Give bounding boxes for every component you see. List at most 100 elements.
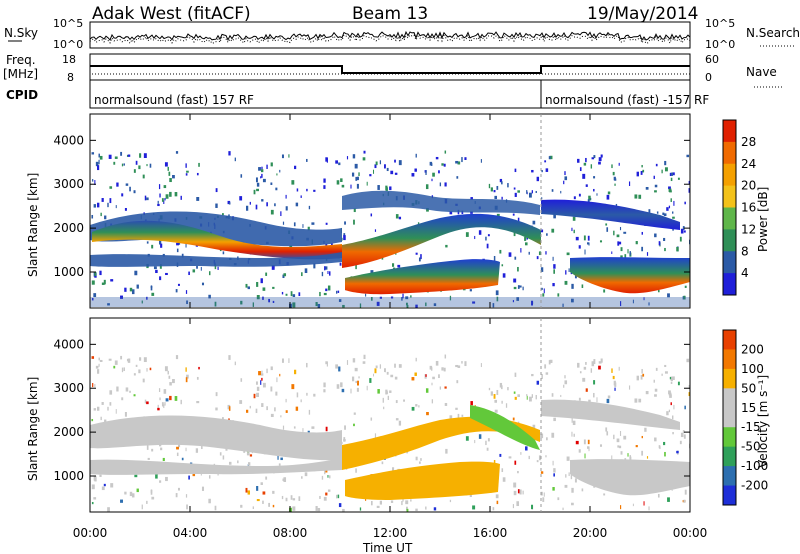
velocity-speckle-pixel: [587, 446, 590, 449]
velocity-speckle-pixel: [538, 455, 542, 461]
velocity-speckle-pixel: [177, 487, 180, 491]
velocity-speckle-pixel: [256, 485, 259, 491]
velocity-colorbar-segment: [723, 466, 736, 487]
velocity-colorbar-tick: 50: [741, 381, 756, 395]
velocity-speckle-pixel: [658, 445, 661, 449]
velocity-speckle-pixel: [91, 356, 95, 359]
power-speckle-pixel: [249, 201, 251, 205]
power-speckle-pixel: [265, 272, 268, 276]
velocity-speckle-pixel: [139, 357, 142, 361]
power-colorbar-segment: [723, 207, 736, 230]
power-speckle-pixel: [279, 169, 281, 173]
velocity-speckle-pixel: [201, 486, 205, 491]
power-speckle-pixel: [632, 299, 634, 304]
velocity-speckle-pixel: [583, 439, 586, 445]
power-speckle-pixel: [415, 153, 417, 158]
velocity-speckle-pixel: [425, 506, 427, 510]
velocity-speckle-pixel: [560, 394, 562, 398]
power-colorbar-tick: 24: [741, 157, 756, 171]
velocity-speckle-pixel: [95, 365, 99, 369]
y-tick-label: 1000: [53, 265, 84, 279]
velocity-colorbar-tick: -200: [741, 479, 768, 493]
velocity-speckle-pixel: [141, 504, 143, 510]
power-speckle-pixel: [180, 195, 182, 200]
y-tick-label: 3000: [53, 177, 84, 191]
velocity-speckle-pixel: [93, 408, 96, 411]
power-speckle-pixel: [160, 243, 163, 248]
velocity-speckle-pixel: [444, 386, 447, 389]
velocity-speckle-pixel: [490, 391, 493, 396]
velocity-speckle-pixel: [618, 445, 622, 449]
power-speckle-pixel: [158, 239, 162, 245]
power-speckle-pixel: [99, 155, 103, 160]
velocity-speckle-pixel: [672, 376, 675, 380]
velocity-speckle-pixel: [494, 399, 498, 403]
power-colorbar-segment: [723, 273, 736, 296]
velocity-speckle-pixel: [663, 441, 666, 446]
velocity-speckle-pixel: [142, 378, 145, 383]
power-afternoon-band: [345, 259, 500, 295]
velocity-speckle-pixel: [159, 480, 162, 483]
power-speckle-pixel: [177, 283, 180, 286]
power-speckle-pixel: [411, 173, 415, 177]
velocity-speckle-pixel: [338, 503, 342, 508]
velocity-speckle-pixel: [343, 439, 346, 442]
power-speckle-pixel: [525, 242, 528, 246]
velocity-speckle-pixel: [668, 390, 671, 394]
velocity-speckle-pixel: [113, 365, 116, 369]
velocity-speckle-pixel: [623, 435, 627, 440]
velocity-speckle-pixel: [688, 392, 690, 397]
power-speckle-pixel: [124, 207, 127, 211]
velocity-speckle-pixel: [374, 433, 377, 438]
power-speckle-pixel: [680, 228, 684, 234]
velocity-speckle-pixel: [578, 397, 581, 401]
velocity-speckle-pixel: [375, 365, 378, 369]
power-speckle-pixel: [288, 154, 290, 158]
velocity-speckle-pixel: [198, 366, 200, 370]
power-speckle-pixel: [172, 175, 175, 179]
power-speckle-pixel: [159, 193, 161, 198]
velocity-speckle-pixel: [265, 476, 268, 480]
velocity-speckle-pixel: [611, 455, 613, 461]
power-speckle-pixel: [262, 287, 266, 291]
velocity-speckle-pixel: [666, 411, 669, 416]
velocity-speckle-pixel: [390, 374, 394, 378]
power-speckle-pixel: [285, 194, 287, 199]
velocity-speckle-pixel: [133, 373, 136, 376]
velocity-speckle-pixel: [414, 372, 417, 376]
velocity-speckle-pixel: [165, 398, 169, 402]
velocity-speckle-pixel: [340, 382, 343, 388]
noise-search-trace: [89, 33, 691, 45]
velocity-late-band: [570, 459, 690, 496]
power-speckle-pixel: [501, 264, 504, 267]
velocity-speckle-pixel: [641, 368, 643, 374]
velocity-speckle-pixel: [120, 355, 123, 360]
velocity-speckle-pixel: [185, 367, 187, 372]
velocity-speckle-pixel: [553, 417, 556, 422]
power-speckle-pixel: [358, 172, 360, 177]
power-speckle-pixel: [186, 300, 188, 305]
velocity-speckle-pixel: [321, 475, 324, 480]
velocity-speckle-pixel: [670, 402, 672, 406]
velocity-speckle-pixel: [256, 386, 260, 391]
power-speckle-pixel: [672, 211, 674, 214]
velocity-speckle-pixel: [557, 497, 560, 501]
power-speckle-pixel: [285, 206, 288, 211]
power-speckle-pixel: [552, 256, 554, 261]
power-speckle-pixel: [654, 190, 657, 193]
power-colorbar-segment: [723, 163, 736, 187]
velocity-speckle-pixel: [425, 374, 427, 377]
power-speckle-pixel: [175, 151, 179, 154]
velocity-speckle-pixel: [669, 394, 672, 398]
velocity-speckle-pixel: [672, 415, 674, 420]
velocity-speckle-pixel: [365, 497, 367, 501]
power-speckle-pixel: [298, 292, 301, 297]
header-beam: Beam 13: [352, 4, 428, 24]
power-speckle-pixel: [291, 180, 295, 185]
velocity-speckle-pixel: [355, 380, 358, 384]
power-speckle-pixel: [101, 198, 104, 202]
velocity-speckle-pixel: [379, 364, 382, 369]
velocity-speckle-pixel: [157, 407, 160, 411]
velocity-speckle-pixel: [465, 436, 469, 441]
power-speckle-pixel: [323, 292, 327, 296]
